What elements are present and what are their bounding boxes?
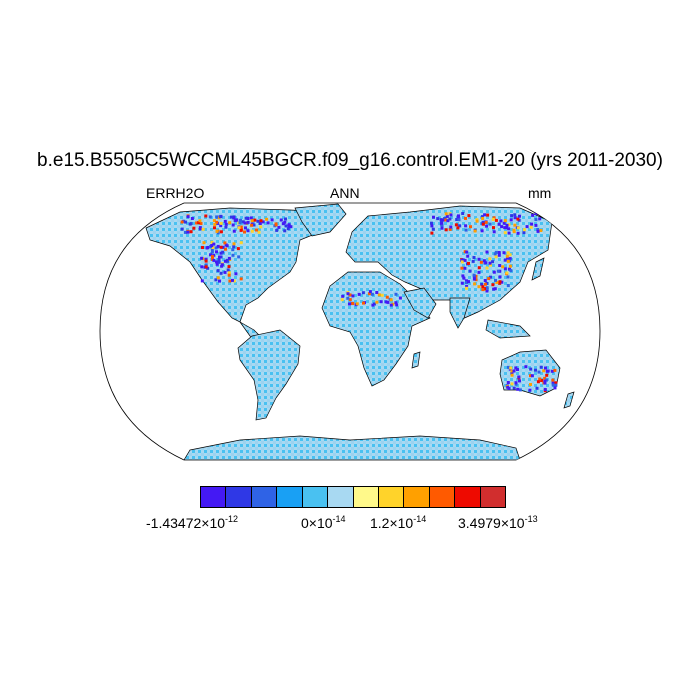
landmass-arabia <box>403 287 437 319</box>
colorbar-swatch <box>455 487 481 507</box>
colorbar-swatch <box>480 487 506 507</box>
colorbar-swatch <box>226 487 252 507</box>
colorbar-swatch <box>429 487 456 507</box>
units-label: mm <box>528 185 552 201</box>
landmass-antarctica <box>183 435 521 460</box>
colorbar-swatch <box>378 487 405 507</box>
landmass-india <box>449 297 471 329</box>
landmass-japan <box>531 257 545 281</box>
colorbar-swatch <box>353 487 379 507</box>
variable-label: ERRH2O <box>146 185 205 201</box>
colorbar-label-min: -1.43472×10-12 <box>146 514 239 531</box>
colorbar <box>200 486 506 508</box>
landmass-south-america <box>237 329 301 421</box>
landmass-greenland <box>294 203 347 237</box>
colorbar-swatch <box>328 487 354 507</box>
colorbar-label-mid: 1.2×10-14 <box>370 514 427 531</box>
colorbar-swatch <box>302 487 329 507</box>
colorbar-label-max: 3.4979×10-13 <box>458 514 538 531</box>
colorbar-swatch <box>251 487 278 507</box>
season-label: ANN <box>330 185 360 201</box>
data-speckles <box>180 212 558 393</box>
plot-title: b.e15.B5505C5WCCML45BGCR.f09_g16.control… <box>37 150 663 171</box>
landmass-madagascar <box>411 351 421 369</box>
colorbar-swatch <box>201 487 227 507</box>
landmass-new-zealand <box>563 391 575 409</box>
landmass-eurasia <box>345 205 553 321</box>
colorbar-swatch <box>277 487 303 507</box>
landmass-indonesia <box>485 319 531 339</box>
colorbar-swatch <box>404 487 430 507</box>
colorbar-label-zero: 0×10-14 <box>301 514 346 531</box>
